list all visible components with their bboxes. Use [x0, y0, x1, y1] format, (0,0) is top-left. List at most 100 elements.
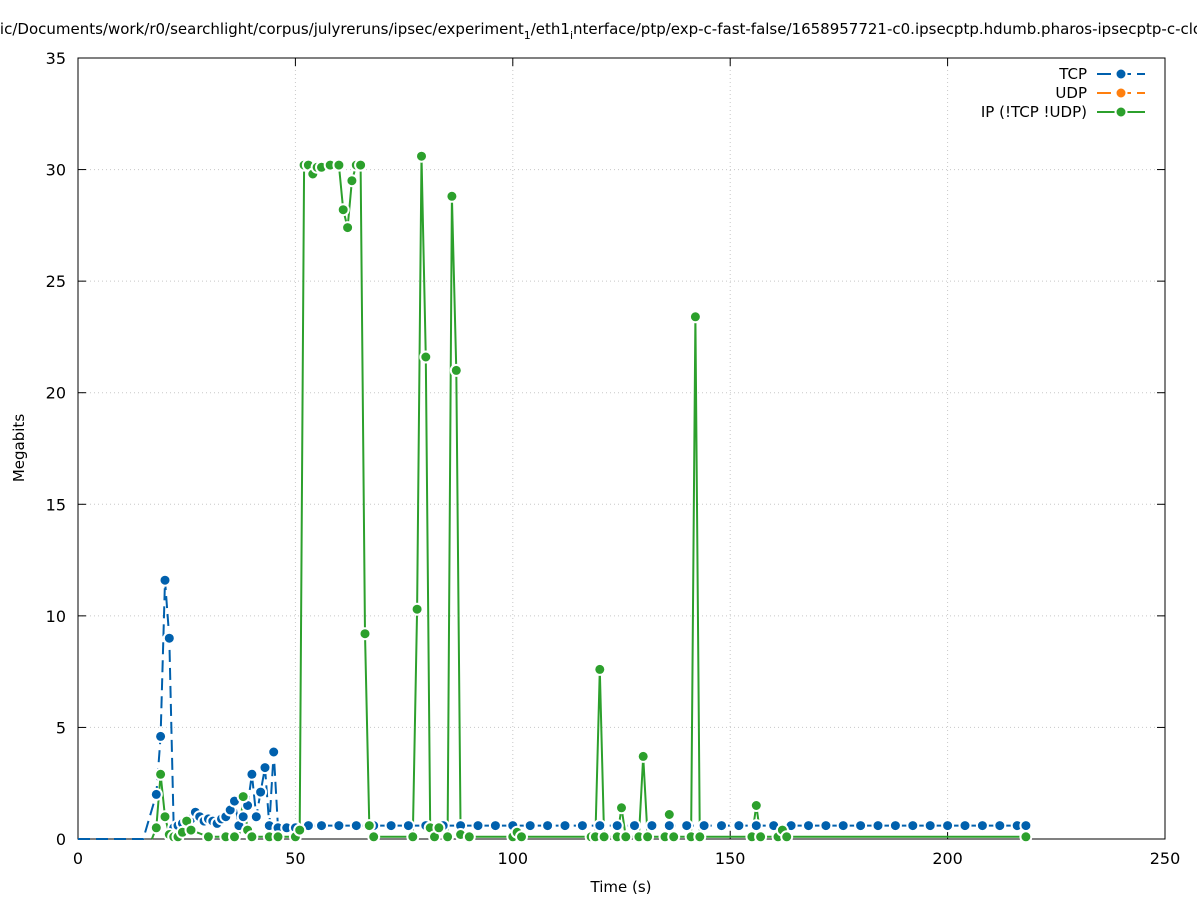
data-point — [449, 363, 463, 377]
data-point — [593, 819, 607, 833]
data-point — [636, 749, 650, 763]
data-point — [332, 819, 346, 833]
data-point — [471, 819, 485, 833]
data-point — [597, 830, 611, 844]
y-tick-label: 5 — [56, 718, 66, 737]
data-point — [732, 819, 746, 833]
data-point — [245, 767, 259, 781]
data-point — [441, 830, 455, 844]
data-point — [662, 819, 676, 833]
data-point — [410, 602, 424, 616]
x-tick-label: 0 — [73, 849, 83, 868]
y-tick-label: 0 — [56, 830, 66, 849]
data-point — [975, 819, 989, 833]
series-lines — [78, 156, 1026, 841]
title-part-post: nterface/ptp/exp-c-fast-false/1658957721… — [573, 20, 1197, 38]
data-point — [906, 819, 920, 833]
data-point — [780, 830, 794, 844]
legend-label: UDP — [1055, 84, 1087, 102]
data-point — [406, 830, 420, 844]
title-part-mid: /eth1 — [531, 20, 570, 38]
data-point — [201, 830, 215, 844]
data-point — [358, 627, 372, 641]
data-point — [749, 819, 763, 833]
data-point — [1019, 830, 1033, 844]
data-point — [315, 819, 328, 833]
data-point — [819, 819, 833, 833]
y-tick-label: 20 — [46, 384, 66, 403]
legend-label: IP (!TCP !UDP) — [981, 103, 1087, 121]
data-point — [541, 819, 555, 833]
data-point — [575, 819, 589, 833]
data-point — [349, 819, 363, 833]
data-point — [688, 310, 702, 324]
data-point — [384, 819, 398, 833]
data-point — [923, 819, 937, 833]
data-point — [523, 819, 537, 833]
data-point — [154, 729, 168, 743]
data-point — [662, 808, 676, 821]
y-tick-label: 30 — [46, 161, 66, 180]
data-point — [693, 830, 707, 844]
series-line-0 — [78, 580, 1026, 840]
data-point — [367, 830, 381, 844]
data-point — [754, 830, 768, 844]
x-tick-label: 50 — [285, 849, 305, 868]
plot-frame — [77, 57, 1166, 840]
y-axis-label: Megabits — [10, 414, 28, 482]
data-point — [680, 819, 694, 833]
data-point — [341, 221, 355, 235]
data-point — [354, 158, 368, 172]
title-subscript-1: 1 — [524, 29, 531, 42]
y-tick-label: 10 — [46, 607, 66, 626]
data-point — [271, 830, 285, 844]
y-tick-label: 15 — [46, 495, 66, 514]
data-point — [149, 821, 163, 835]
data-point — [667, 830, 681, 844]
data-point — [228, 830, 241, 844]
data-point — [593, 662, 607, 676]
data-point — [610, 819, 624, 833]
data-point — [871, 819, 885, 833]
legend-marker — [1114, 86, 1128, 100]
data-point — [697, 819, 711, 833]
data-point — [462, 830, 476, 844]
data-point — [236, 810, 250, 824]
data-point — [162, 631, 176, 645]
data-point — [336, 203, 350, 217]
data-point — [158, 573, 172, 587]
data-point — [419, 350, 433, 364]
data-point — [258, 761, 272, 775]
y-tick-label: 25 — [46, 272, 66, 291]
data-point — [149, 787, 163, 801]
x-tick-label: 150 — [715, 849, 746, 868]
data-point — [254, 785, 268, 799]
data-point — [958, 819, 972, 833]
series-points — [149, 149, 1033, 844]
data-point — [615, 801, 628, 815]
data-point — [628, 819, 641, 833]
data-point — [432, 821, 446, 835]
y-tick-label: 35 — [46, 49, 66, 68]
chart-title: /home/eric/Documents/work/r0/searchlight… — [0, 20, 1197, 42]
data-point — [749, 799, 763, 812]
data-point — [184, 823, 198, 837]
title-subscript-2: i — [570, 29, 573, 42]
data-point — [158, 810, 172, 824]
data-point — [619, 830, 633, 844]
data-point — [941, 819, 955, 833]
data-point — [802, 819, 815, 833]
data-point — [345, 174, 359, 188]
data-point — [415, 149, 428, 163]
data-point — [245, 830, 259, 844]
data-point — [641, 830, 655, 844]
y-axis-ticks: 0 5 10 15 20 25 30 35 — [46, 49, 1165, 849]
data-point — [888, 819, 902, 833]
data-point — [836, 819, 850, 833]
title-part-pre: /home/eric/Documents/work/r0/searchlight… — [0, 20, 524, 38]
x-tick-label: 100 — [498, 849, 529, 868]
data-point — [154, 767, 168, 781]
data-point — [401, 819, 415, 833]
data-point — [515, 830, 528, 844]
